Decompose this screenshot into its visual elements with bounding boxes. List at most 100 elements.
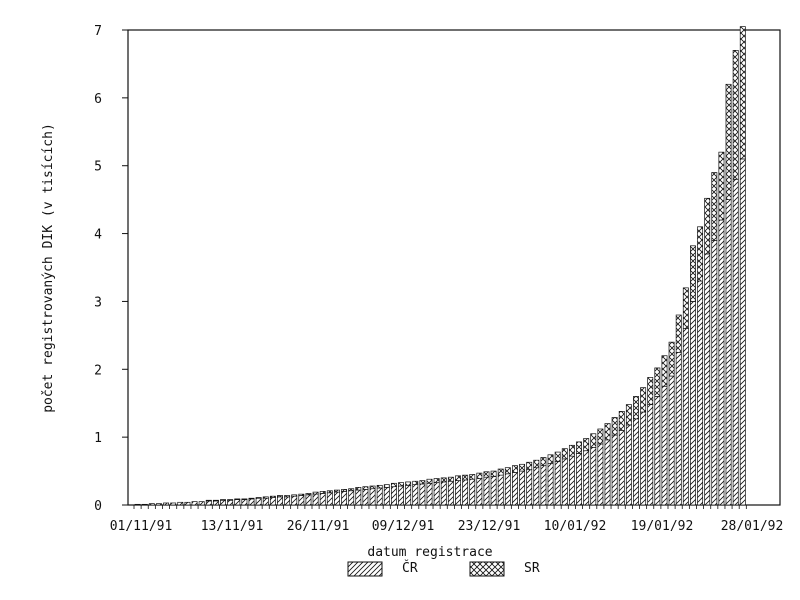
bar-sr	[419, 480, 426, 485]
bar-cr	[455, 480, 461, 506]
bar-sr	[718, 151, 725, 221]
bar-cr	[355, 489, 362, 506]
x-tick-label: 23/12/91	[458, 519, 521, 534]
bar-cr	[141, 503, 148, 506]
bar-sr	[590, 433, 597, 448]
bar-cr	[739, 158, 746, 506]
bar-sr	[376, 484, 383, 489]
bar-sr	[647, 377, 654, 405]
bar-cr	[212, 500, 219, 506]
bar-sr	[334, 489, 340, 493]
bar-sr	[462, 474, 469, 481]
x-tick-label: 26/11/91	[287, 519, 350, 534]
bar-cr	[177, 501, 184, 506]
bar-cr	[298, 495, 305, 506]
bar-cr	[718, 219, 725, 506]
bar-sr	[212, 499, 219, 502]
y-axis: 0 1 2 3 4 5 6 7	[94, 24, 128, 514]
bar-cr	[170, 502, 177, 506]
y-tick-label: 1	[94, 431, 102, 446]
y-tick-label: 0	[94, 499, 102, 514]
bar-cr	[519, 470, 526, 506]
legend-label-cr: ČR	[402, 560, 418, 576]
bar-cr	[640, 411, 647, 506]
bar-sr	[504, 467, 511, 475]
bar-sr	[512, 465, 518, 473]
bar-cr	[704, 253, 711, 506]
bar-sr	[732, 50, 739, 180]
bar-sr	[262, 496, 269, 499]
bar-cr	[205, 500, 212, 506]
bar-sr	[390, 482, 397, 488]
bar-cr	[618, 430, 625, 506]
bar-sr	[234, 498, 241, 500]
x-axis-title: datum registrace	[367, 545, 492, 560]
bar-sr	[405, 481, 412, 486]
bar-sr	[633, 396, 639, 420]
bar-cr	[220, 499, 226, 506]
bar-cr	[526, 469, 533, 506]
x-tick-label: 01/11/91	[110, 519, 173, 534]
x-tick-label: 09/12/91	[372, 519, 435, 534]
bar-sr	[326, 490, 333, 494]
bars	[134, 26, 746, 506]
bar-cr	[291, 495, 298, 506]
bar-sr	[398, 482, 404, 487]
bar-sr	[447, 476, 454, 482]
bar-sr	[341, 489, 348, 492]
bar-cr	[469, 478, 476, 506]
bar-cr	[326, 492, 333, 506]
bar-cr	[398, 485, 404, 506]
bar-sr	[526, 461, 533, 471]
bar-cr	[675, 351, 682, 506]
bar-cr	[284, 496, 291, 506]
bar-cr	[476, 478, 483, 506]
bar-cr	[597, 443, 604, 506]
bar-cr	[319, 493, 326, 506]
bar-cr	[512, 472, 518, 506]
bar-cr	[241, 499, 248, 506]
y-tick-label: 2	[94, 363, 102, 378]
bar-sr	[298, 493, 305, 496]
bar-cr	[576, 453, 582, 506]
bar-sr	[583, 438, 590, 452]
bar-sr	[675, 314, 682, 353]
bar-sr	[483, 471, 490, 478]
bar-sr	[697, 226, 704, 282]
bar-sr	[597, 428, 604, 445]
bar-sr	[412, 480, 419, 485]
legend-swatch-cr	[347, 561, 383, 577]
bar-sr	[476, 472, 483, 479]
bar-cr	[483, 476, 490, 506]
bar-sr	[305, 493, 312, 496]
bar-sr	[269, 495, 276, 498]
legend-label-sr: SR	[524, 561, 540, 576]
bar-cr	[234, 499, 241, 506]
bar-sr	[248, 497, 255, 500]
y-tick-label: 5	[94, 160, 102, 175]
bar-cr	[540, 465, 547, 506]
bar-cr	[533, 467, 540, 506]
bar-sr	[654, 367, 661, 397]
bar-cr	[625, 424, 632, 506]
bar-sr	[540, 457, 547, 466]
bar-cr	[156, 503, 162, 506]
bar-cr	[504, 473, 511, 506]
bar-cr	[711, 240, 718, 506]
bar-sr	[355, 487, 362, 491]
y-axis-title: počet registrovaných DIK (v tisících)	[41, 123, 56, 413]
bar-sr	[440, 477, 447, 483]
bar-cr	[633, 418, 639, 506]
bar-sr	[433, 478, 440, 483]
bar-sr	[725, 83, 732, 200]
bar-sr	[312, 491, 319, 495]
bar-cr	[262, 497, 269, 506]
bar-cr	[561, 458, 568, 506]
bar-cr	[334, 491, 340, 506]
bar-cr	[191, 501, 198, 506]
bar-sr	[576, 441, 582, 454]
bar-cr	[490, 476, 497, 506]
bar-sr	[220, 499, 226, 501]
bar-cr	[583, 450, 590, 506]
